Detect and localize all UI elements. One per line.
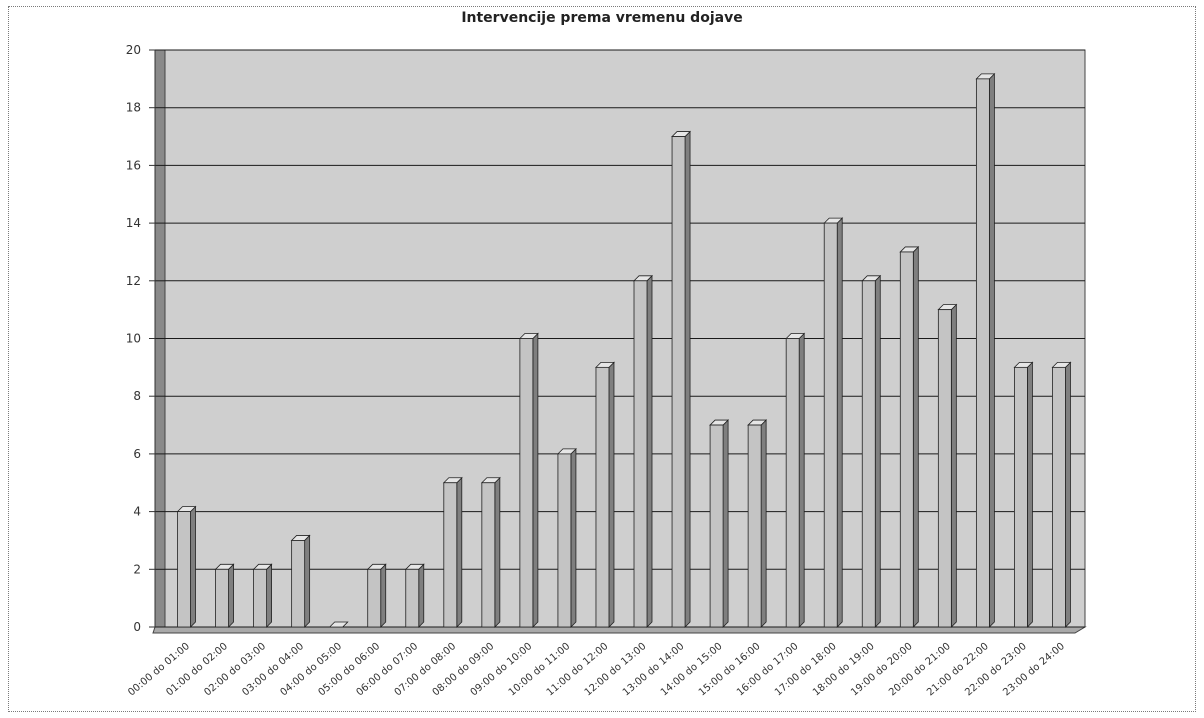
bar <box>253 568 267 628</box>
bar-side <box>722 419 729 628</box>
y-tick-label: 2 <box>133 562 141 576</box>
bar-side <box>456 476 463 628</box>
bar-side <box>912 245 919 628</box>
bar <box>633 280 648 628</box>
bar-side <box>380 563 387 628</box>
bar <box>1052 366 1066 628</box>
bar <box>975 78 990 628</box>
y-tick-label: 10 <box>126 332 141 346</box>
bar-side <box>608 361 615 628</box>
bar <box>557 453 572 628</box>
bar-side <box>1027 361 1033 628</box>
bar-side <box>988 72 995 628</box>
bar <box>671 136 686 628</box>
bar <box>595 366 610 628</box>
y-tick-label: 8 <box>133 389 141 403</box>
y-tick-label: 0 <box>133 620 141 634</box>
bar <box>823 222 838 628</box>
bar-side <box>760 419 767 628</box>
bar <box>177 511 191 628</box>
bar <box>899 251 914 628</box>
y-tick-label: 4 <box>133 505 141 519</box>
bar-side <box>836 217 843 628</box>
y-tick-label: 18 <box>126 101 141 115</box>
bar-side <box>646 274 653 628</box>
y-tick-label: 20 <box>126 43 141 57</box>
bar-side <box>266 563 272 628</box>
bar-side <box>190 505 196 628</box>
bar <box>481 482 496 628</box>
bar-side <box>570 447 577 628</box>
x-tick-label: 00:00 do 01:00 <box>126 641 192 699</box>
bar <box>519 338 534 628</box>
y-tick-label: 6 <box>133 447 141 461</box>
bar <box>215 568 229 628</box>
bar-side <box>798 332 805 628</box>
bar-side <box>950 303 957 628</box>
bar-top <box>328 621 349 628</box>
bar <box>405 568 420 628</box>
bar <box>367 568 382 628</box>
y-tick-label: 12 <box>126 274 141 288</box>
bar-side <box>874 274 881 628</box>
bar <box>747 424 762 628</box>
chart-floor <box>152 626 1087 634</box>
bar-side <box>1065 361 1071 628</box>
bar-side <box>418 563 425 628</box>
bar <box>291 540 306 628</box>
bar-side <box>684 130 691 628</box>
bar <box>443 482 458 628</box>
bar-side <box>304 534 311 628</box>
bar <box>785 338 800 628</box>
bar-side <box>532 332 539 628</box>
bar <box>709 424 724 628</box>
y-tick-label: 14 <box>126 216 141 230</box>
bar-side <box>494 476 501 628</box>
bar <box>861 280 876 628</box>
bar-side <box>228 563 234 628</box>
y-tick-label: 16 <box>126 158 141 172</box>
chart-title: Intervencije prema vremenu dojave <box>461 10 743 26</box>
bar <box>937 309 952 628</box>
bar <box>1014 366 1028 628</box>
